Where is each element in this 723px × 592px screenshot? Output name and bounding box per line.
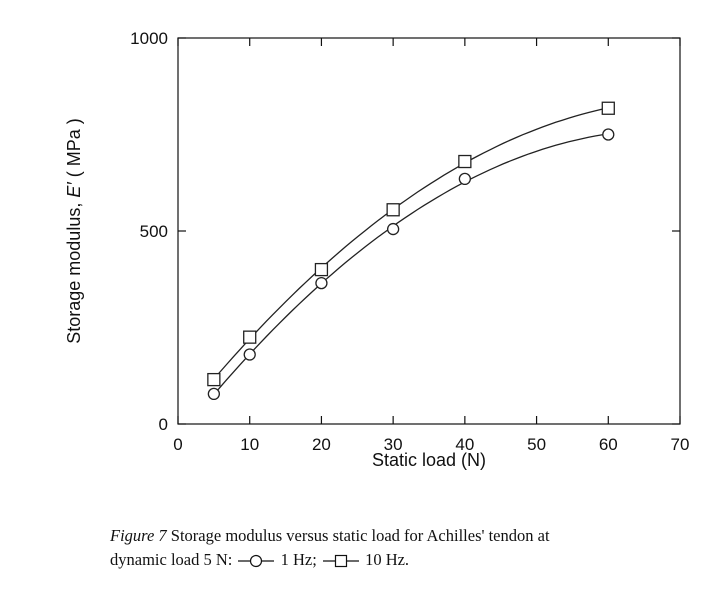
x-axis-label: Static load (N) — [372, 450, 486, 470]
series-1-hz — [207, 128, 615, 401]
chart: 0 10 20 30 40 50 60 70 0 500 1000 Static load (N)… — [64, 29, 689, 470]
data-point-circle — [243, 348, 256, 361]
legend-circle-symbol — [238, 555, 275, 568]
legend-10hz-label: 10 Hz. — [365, 550, 410, 569]
y-tick-label: 0 — [159, 415, 168, 434]
data-point-square — [386, 203, 400, 217]
y-axis-label-unit: ( MPa ) — [64, 118, 84, 182]
legend-square-symbol — [322, 555, 359, 568]
series-fit-line — [213, 107, 609, 380]
y-axis-ticks: 0 500 1000 — [130, 29, 680, 434]
x-tick-label: 0 — [173, 435, 182, 454]
plot-frame — [177, 37, 681, 425]
y-tick-label: 1000 — [130, 29, 168, 48]
x-axis-ticks: 0 10 20 30 40 50 60 70 — [173, 38, 689, 454]
x-tick-label: 30 — [384, 435, 403, 454]
data-point-square — [601, 101, 615, 115]
y-axis-label-text: Storage modulus, — [64, 198, 84, 344]
series-layer — [207, 101, 615, 401]
data-point-circle — [458, 172, 472, 186]
data-point-circle — [315, 276, 328, 290]
x-tick-label: 70 — [671, 435, 690, 454]
x-tick-label: 20 — [312, 435, 331, 454]
y-axis-label-symbol: E′ — [64, 182, 84, 198]
x-tick-label: 40 — [455, 435, 474, 454]
x-tick-label: 50 — [527, 435, 546, 454]
data-point-square — [243, 330, 257, 344]
data-point-circle — [602, 128, 615, 141]
data-point-square — [314, 262, 329, 277]
series-10-hz — [207, 101, 615, 387]
figure-caption: Figure 7 Storage modulus versus static l… — [110, 524, 710, 572]
data-point-circle — [207, 387, 221, 401]
y-axis-label: Storage modulus, E′ ( MPa ) — [64, 118, 84, 344]
data-point-square — [207, 372, 221, 387]
series-fit-line — [213, 133, 609, 395]
x-tick-label: 60 — [599, 435, 618, 454]
legend-1hz-label: 1 Hz; — [280, 550, 317, 569]
y-tick-label: 500 — [140, 222, 168, 241]
data-point-square — [458, 154, 472, 169]
data-point-circle — [386, 222, 400, 236]
caption-text-line1: Storage modulus versus static load for A… — [166, 526, 550, 545]
caption-figure-label: Figure 7 — [110, 526, 167, 545]
x-tick-label: 10 — [240, 435, 259, 454]
caption-text-line2: dynamic load 5 N: — [110, 550, 237, 569]
